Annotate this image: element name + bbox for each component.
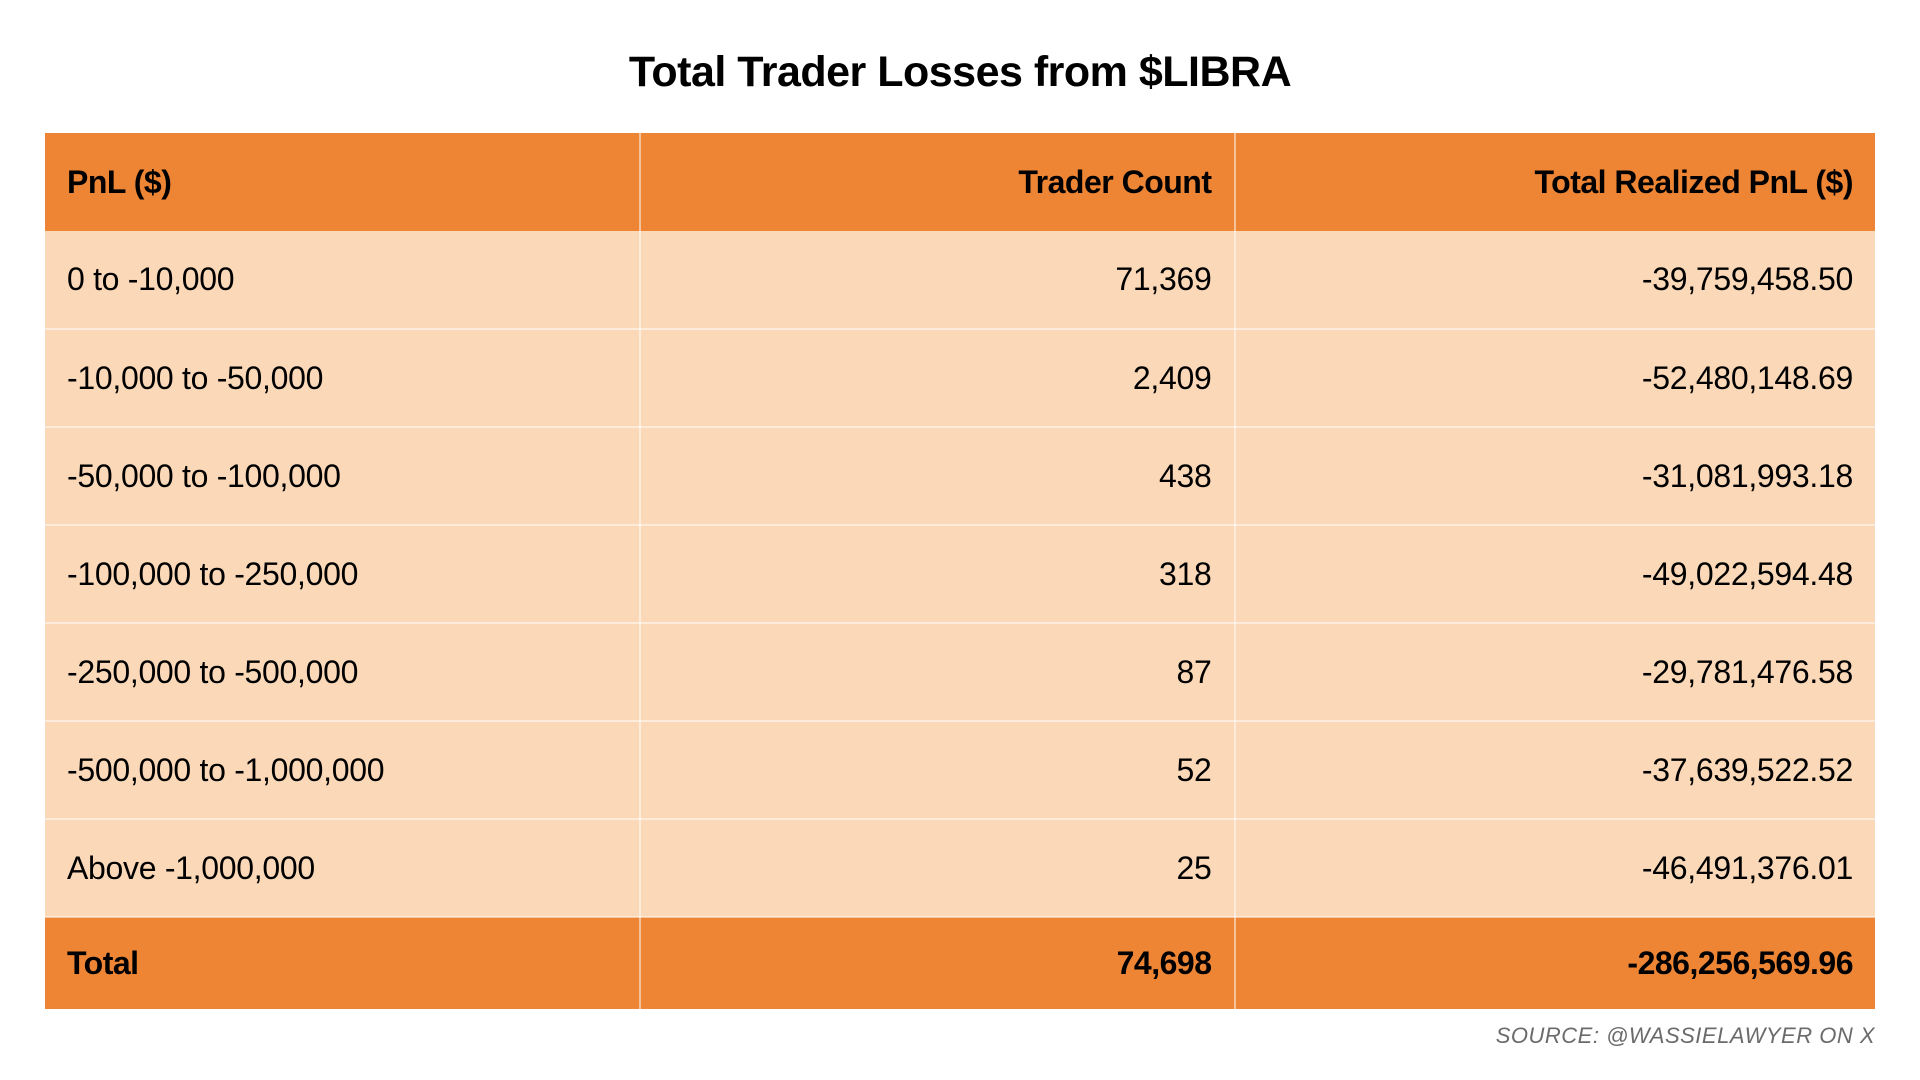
table-row: -500,000 to -1,000,000 52 -37,639,522.52 xyxy=(45,721,1875,819)
page-title: Total Trader Losses from $LIBRA xyxy=(629,48,1291,97)
cell-pnl-range: -250,000 to -500,000 xyxy=(45,623,640,721)
table-row: 0 to -10,000 71,369 -39,759,458.50 xyxy=(45,231,1875,329)
cell-pnl-range: -500,000 to -1,000,000 xyxy=(45,721,640,819)
cell-trader-count: 2,409 xyxy=(640,329,1235,427)
cell-trader-count: 71,369 xyxy=(640,231,1235,329)
source-attribution: SOURCE: @WASSIELAWYER ON X xyxy=(45,1023,1875,1049)
cell-pnl-range: Above -1,000,000 xyxy=(45,819,640,917)
footer-realized-pnl: -286,256,569.96 xyxy=(1235,917,1876,1009)
table-row: Above -1,000,000 25 -46,491,376.01 xyxy=(45,819,1875,917)
cell-trader-count: 25 xyxy=(640,819,1235,917)
col-header-realized-pnl: Total Realized PnL ($) xyxy=(1235,133,1876,231)
cell-pnl-range: -100,000 to -250,000 xyxy=(45,525,640,623)
table-footer-row: Total 74,698 -286,256,569.96 xyxy=(45,917,1875,1009)
cell-pnl-range: 0 to -10,000 xyxy=(45,231,640,329)
cell-realized-pnl: -49,022,594.48 xyxy=(1235,525,1876,623)
losses-table-container: PnL ($) Trader Count Total Realized PnL … xyxy=(45,133,1875,1009)
footer-trader-count: 74,698 xyxy=(640,917,1235,1009)
table-row: -10,000 to -50,000 2,409 -52,480,148.69 xyxy=(45,329,1875,427)
cell-trader-count: 438 xyxy=(640,427,1235,525)
table-header-row: PnL ($) Trader Count Total Realized PnL … xyxy=(45,133,1875,231)
cell-realized-pnl: -52,480,148.69 xyxy=(1235,329,1876,427)
table-row: -50,000 to -100,000 438 -31,081,993.18 xyxy=(45,427,1875,525)
cell-pnl-range: -10,000 to -50,000 xyxy=(45,329,640,427)
table-row: -100,000 to -250,000 318 -49,022,594.48 xyxy=(45,525,1875,623)
col-header-trader-count: Trader Count xyxy=(640,133,1235,231)
table-row: -250,000 to -500,000 87 -29,781,476.58 xyxy=(45,623,1875,721)
cell-pnl-range: -50,000 to -100,000 xyxy=(45,427,640,525)
cell-realized-pnl: -39,759,458.50 xyxy=(1235,231,1876,329)
cell-realized-pnl: -46,491,376.01 xyxy=(1235,819,1876,917)
cell-realized-pnl: -31,081,993.18 xyxy=(1235,427,1876,525)
cell-realized-pnl: -37,639,522.52 xyxy=(1235,721,1876,819)
cell-trader-count: 52 xyxy=(640,721,1235,819)
footer-label: Total xyxy=(45,917,640,1009)
col-header-pnl: PnL ($) xyxy=(45,133,640,231)
losses-table: PnL ($) Trader Count Total Realized PnL … xyxy=(45,133,1875,1009)
cell-trader-count: 318 xyxy=(640,525,1235,623)
cell-realized-pnl: -29,781,476.58 xyxy=(1235,623,1876,721)
cell-trader-count: 87 xyxy=(640,623,1235,721)
